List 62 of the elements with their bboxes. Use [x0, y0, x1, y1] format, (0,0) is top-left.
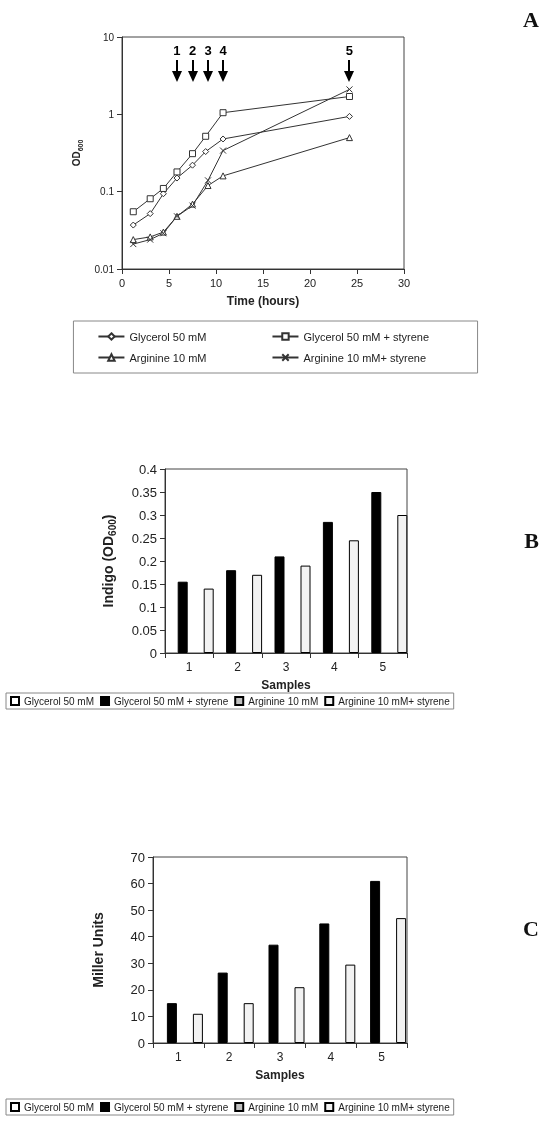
x-tick-label: 25 — [350, 276, 364, 289]
y-tick-label: 0.4 — [138, 461, 157, 477]
legend-label: Arginine 10 mM — [248, 695, 319, 707]
legend-label: Arginine 10 mM — [129, 351, 262, 364]
y-tick-label: 70 — [130, 849, 145, 865]
legend-label: Arginine 10 mM+ styrene — [303, 351, 454, 364]
x-tick-label: 5 — [165, 276, 173, 289]
y-tick-label: 0.15 — [131, 576, 157, 592]
y-tick-label: 1 — [108, 108, 115, 120]
legend-label: Glycerol 50 mM — [24, 1101, 95, 1113]
y-tick-label: 50 — [130, 902, 145, 918]
x-tick-label: 5 — [378, 1050, 386, 1064]
annotation: 3 — [203, 43, 213, 58]
x-tick-label: 4 — [331, 660, 339, 674]
y-tick-label: 0.2 — [138, 553, 157, 569]
x-tick-label: 30 — [397, 276, 411, 289]
text: C — [523, 915, 539, 941]
text: B — [524, 527, 540, 553]
annotation: 1 — [172, 43, 182, 58]
y-tick-label: 40 — [130, 929, 145, 945]
legend-label: Arginine 10 mM+ styrene — [338, 1101, 451, 1113]
legend-label: Glycerol 50 mM + styrene — [114, 1101, 229, 1113]
y-tick-label: 0.3 — [138, 507, 157, 523]
annotation: 2 — [187, 43, 198, 58]
x-tick-label: 0 — [118, 276, 126, 289]
annotation: 5 — [344, 43, 355, 58]
x-tick-label: 3 — [276, 1050, 284, 1064]
y-tick-label: 0 — [149, 645, 157, 661]
y-tick-label: 0.01 — [94, 263, 115, 275]
x-tick-label: 4 — [327, 1050, 335, 1064]
x-axis-title: Time (hours) — [226, 294, 300, 308]
y-tick-label: 0 — [137, 1035, 145, 1051]
y-tick-label: 20 — [130, 982, 145, 998]
x-tick-label: 10 — [209, 276, 223, 289]
x-axis-title: Samples — [261, 678, 312, 692]
y-tick-label: 10 — [102, 31, 115, 43]
x-tick-label: 3 — [282, 660, 290, 674]
x-tick-label: 15 — [256, 276, 270, 289]
x-tick-label: 2 — [234, 660, 242, 674]
y-tick-label: 0.25 — [131, 530, 157, 546]
x-tick-label: 20 — [303, 276, 317, 289]
legend-label: Glycerol 50 mM — [129, 330, 262, 343]
x-tick-label: 5 — [379, 660, 387, 674]
legend-label: Arginine 10 mM — [248, 1101, 319, 1113]
legend-label: Arginine 10 mM+ styrene — [338, 695, 451, 707]
x-tick-label: 1 — [185, 660, 193, 674]
y-tick-label: 0.1 — [100, 186, 115, 198]
x-tick-label: 1 — [175, 1050, 183, 1064]
annotation: 4 — [218, 43, 228, 58]
legend-label: Glycerol 50 mM + styrene — [114, 695, 229, 707]
y-tick-label: 0.35 — [131, 484, 157, 500]
y-tick-label: 0.1 — [138, 599, 157, 615]
x-axis-title: Samples — [255, 1068, 306, 1082]
legend-label: Glycerol 50 mM + styrene — [303, 330, 454, 343]
y-tick-label: 60 — [130, 876, 145, 892]
legend-label: Glycerol 50 mM — [24, 695, 95, 707]
x-tick-label: 2 — [225, 1050, 233, 1064]
y-axis-title: Miller Units — [90, 912, 106, 988]
text: A — [523, 6, 540, 32]
y-tick-label: 0.05 — [131, 622, 157, 638]
y-tick-label: 30 — [130, 955, 145, 971]
y-tick-label: 10 — [130, 1008, 145, 1024]
